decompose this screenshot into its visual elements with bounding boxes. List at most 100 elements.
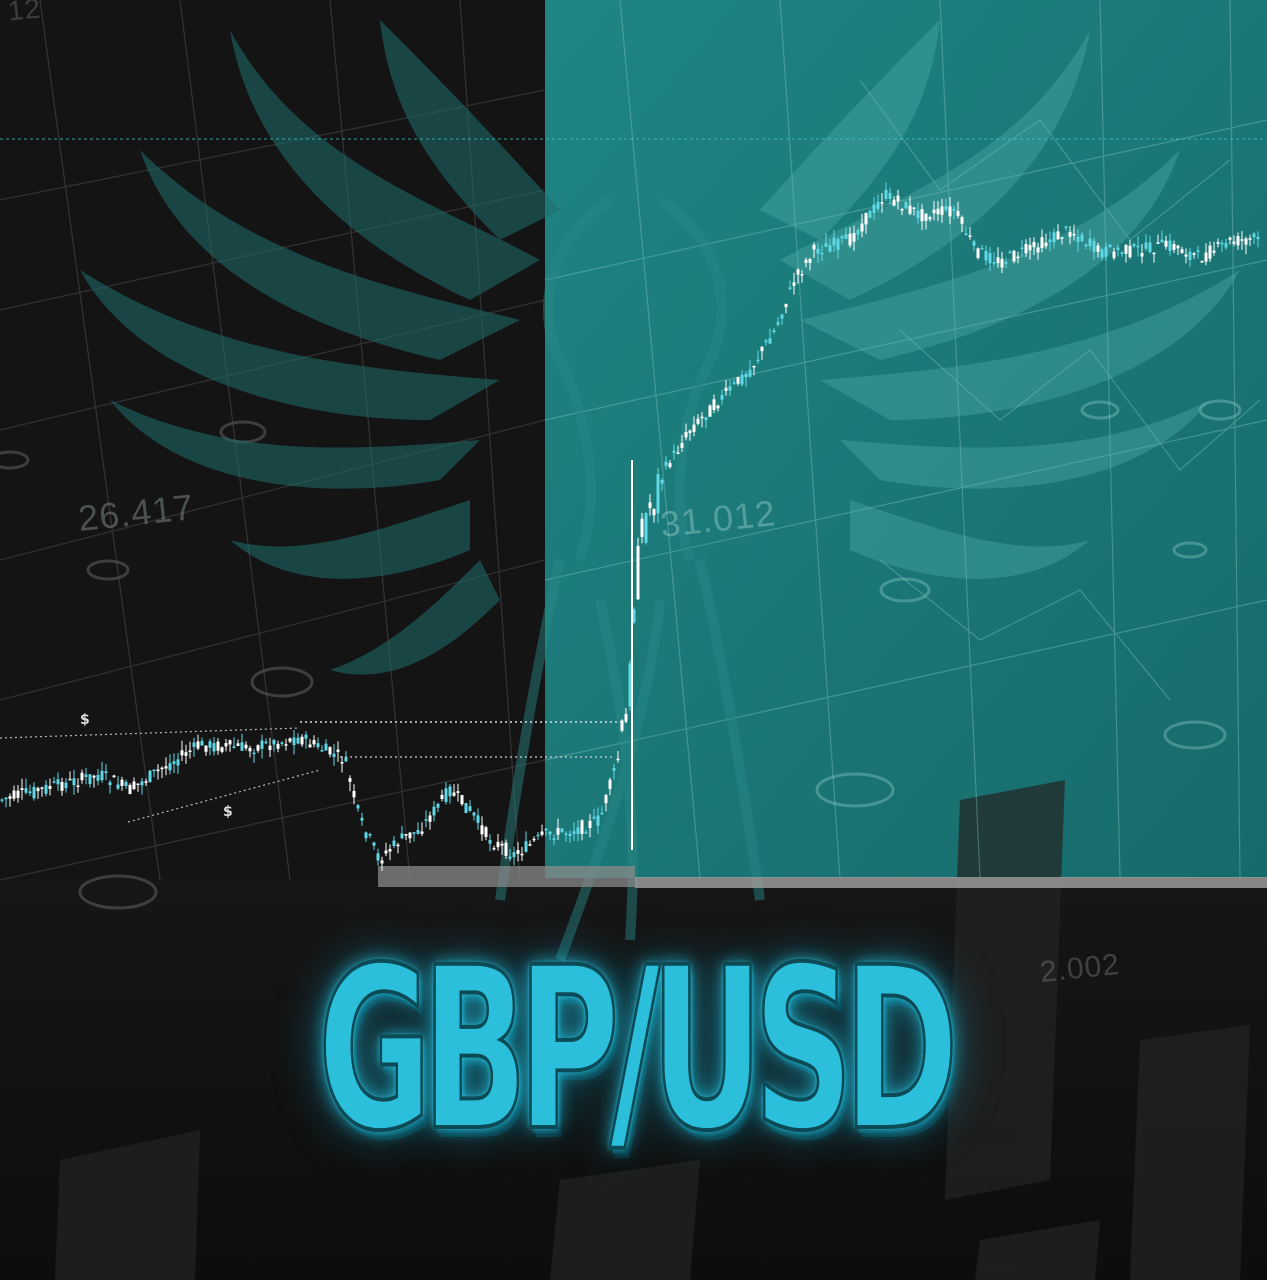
candle-body	[552, 838, 556, 840]
candle-body	[604, 795, 608, 804]
candle-body	[1116, 247, 1120, 250]
candle-body	[224, 743, 228, 747]
candle-body	[216, 741, 220, 751]
candle-body	[1240, 239, 1244, 241]
candle-body	[152, 769, 156, 772]
candle-body	[372, 842, 376, 846]
candle-body	[424, 819, 428, 821]
candle-body	[108, 782, 112, 786]
candle-body	[32, 786, 36, 799]
candle-body	[912, 207, 916, 209]
candle-body	[564, 833, 568, 835]
candle-body	[636, 545, 640, 600]
candle-body	[1220, 242, 1224, 245]
candle-body	[468, 806, 472, 811]
candle-body	[84, 774, 88, 777]
candle-body	[944, 206, 948, 210]
network-nodes	[0, 420, 314, 910]
candle-body	[344, 757, 348, 762]
candle-body	[36, 788, 40, 792]
candle-body	[596, 815, 600, 826]
candle-body	[892, 199, 896, 206]
candle-body	[68, 778, 72, 781]
candle-body	[332, 753, 336, 757]
candle-body	[1244, 238, 1248, 245]
candle-body	[376, 853, 380, 861]
candle-body	[776, 322, 780, 325]
phoenix-body	[495, 195, 765, 962]
candle-body	[360, 817, 364, 821]
candle-body	[900, 208, 904, 211]
candle-body	[1048, 239, 1052, 242]
candle-body	[104, 771, 108, 774]
candle-body	[188, 750, 192, 752]
candle-body	[988, 253, 992, 264]
candle-body	[428, 815, 432, 822]
candle-body	[864, 212, 868, 225]
candle-body	[356, 805, 360, 809]
candle-body	[100, 770, 104, 781]
candle-body	[268, 745, 272, 750]
candle-body	[364, 832, 368, 839]
candle-body	[292, 737, 296, 746]
candle-body	[524, 841, 528, 852]
candle-body	[952, 208, 956, 211]
candle-body	[1184, 254, 1188, 257]
candle-body	[1132, 244, 1136, 247]
candle-body	[772, 330, 776, 333]
candle-body	[1140, 253, 1144, 257]
candle-body	[276, 743, 280, 749]
candle-body	[616, 758, 620, 761]
candle-body	[992, 262, 996, 264]
candle-body	[820, 252, 824, 255]
candle-body	[1076, 236, 1080, 242]
candle-body	[436, 803, 440, 808]
candle-body	[1124, 244, 1128, 254]
candle-body	[852, 233, 856, 242]
candle-body	[1192, 253, 1196, 255]
candle-body	[824, 243, 828, 247]
candle-body	[172, 761, 176, 765]
candle-body	[684, 432, 688, 438]
candle-body	[400, 833, 404, 839]
candle-body	[916, 210, 920, 219]
candle-body	[792, 282, 796, 286]
candle-body	[1028, 244, 1032, 251]
candle-body	[644, 513, 648, 543]
candle-body	[56, 779, 60, 785]
candle-body	[600, 812, 604, 815]
candle-body	[64, 782, 68, 789]
candle-body	[1224, 243, 1228, 248]
candle-body	[948, 206, 952, 217]
candle-body	[520, 853, 524, 856]
candle-body	[1052, 232, 1056, 243]
candle-body	[528, 844, 532, 846]
candle-body	[760, 346, 764, 352]
candle-body	[592, 816, 596, 819]
candle-body	[260, 740, 264, 749]
candle-body	[244, 744, 248, 749]
candle-body	[608, 779, 612, 789]
candle-body	[272, 740, 276, 745]
candle-body	[304, 734, 308, 739]
candle-body	[1232, 241, 1236, 244]
candle-body	[784, 303, 788, 308]
candle-body	[340, 762, 344, 764]
candle-body	[632, 609, 636, 623]
candle-body	[176, 759, 180, 766]
candle-body	[660, 480, 664, 484]
phoenix-emblem-icon	[80, 20, 560, 675]
candle-body	[288, 738, 292, 742]
candle-body	[1180, 249, 1184, 254]
candle-body	[516, 850, 520, 854]
candle-body	[240, 742, 244, 751]
candle-body	[1252, 233, 1256, 238]
candle-body	[620, 720, 624, 731]
candle-body	[696, 418, 700, 424]
teal-right-panel	[545, 0, 1267, 878]
candle-body	[328, 747, 332, 755]
candle-body	[264, 741, 268, 744]
candle-body	[44, 784, 48, 794]
